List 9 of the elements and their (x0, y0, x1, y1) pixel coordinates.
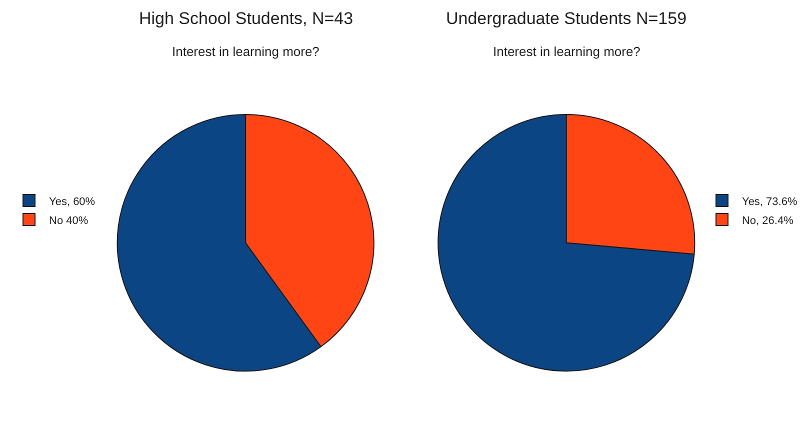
legend-label: Yes, 60% (49, 196, 96, 208)
legend-label: Yes, 73.6% (742, 196, 798, 208)
legend-label: No, 26.4% (742, 214, 794, 227)
chart-title: High School Students, N=43 (139, 9, 354, 28)
chart-title: Undergraduate Students N=159 (446, 9, 687, 28)
chart-subtitle: Interest in learning more? (493, 44, 640, 59)
legend-label: No 40% (49, 214, 88, 227)
pie-slice (438, 114, 695, 372)
chart-subtitle: Interest in learning more? (172, 44, 320, 59)
